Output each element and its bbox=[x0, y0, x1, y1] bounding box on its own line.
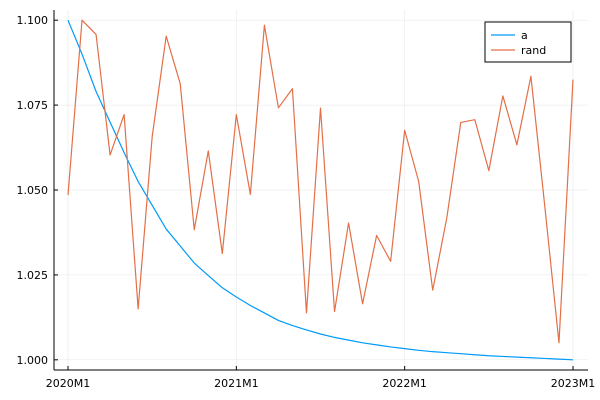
series-lines bbox=[67, 19, 574, 361]
legend: a rand bbox=[484, 21, 572, 63]
y-tick-label: 1.000 bbox=[17, 354, 49, 367]
y-tick-label: 1.100 bbox=[17, 14, 49, 27]
legend-label-a: a bbox=[521, 29, 528, 42]
series-line-a bbox=[67, 19, 574, 361]
grid-lines bbox=[54, 10, 588, 370]
y-tick-label: 1.075 bbox=[17, 99, 49, 112]
y-axis-ticks: 1.000 1.025 1.050 1.075 1.100 bbox=[17, 14, 58, 367]
x-axis-ticks: 2020M1 2021M1 2022M1 2023M1 bbox=[46, 366, 595, 390]
x-tick-label: 2020M1 bbox=[46, 377, 90, 390]
x-tick-label: 2023M1 bbox=[551, 377, 595, 390]
legend-label-rand: rand bbox=[521, 44, 546, 57]
series-line-rand bbox=[67, 19, 574, 344]
x-tick-label: 2021M1 bbox=[214, 377, 258, 390]
x-tick-label: 2022M1 bbox=[382, 377, 426, 390]
y-tick-label: 1.050 bbox=[17, 184, 49, 197]
legend-box bbox=[484, 21, 572, 63]
y-tick-label: 1.025 bbox=[17, 269, 49, 282]
